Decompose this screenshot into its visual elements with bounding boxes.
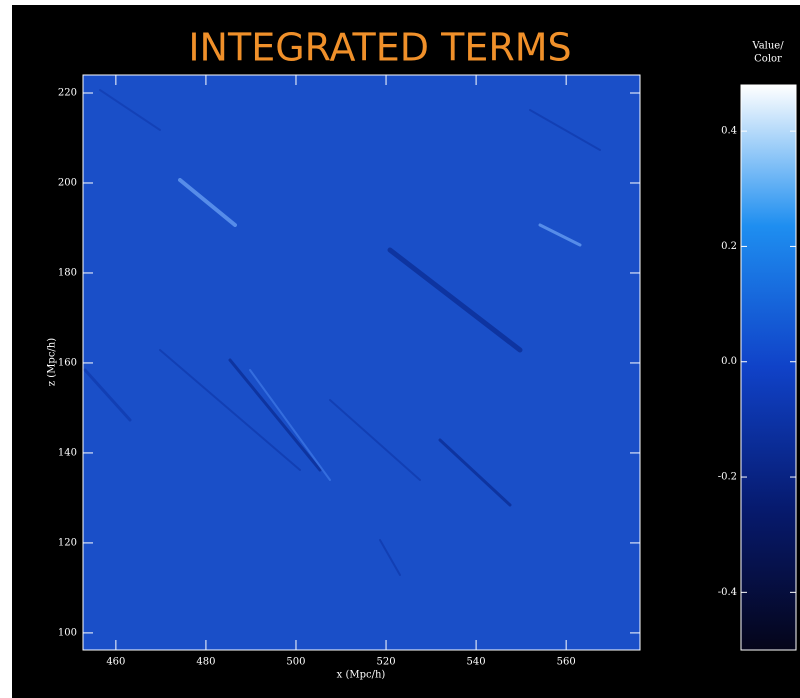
y-tick-label: 120 [58,537,77,548]
heatmap [83,75,640,650]
colorbar-label: Color [754,54,782,65]
y-tick-label: 100 [58,627,77,638]
y-tick-label: 140 [58,447,77,458]
y-tick-label: 160 [58,357,77,368]
y-tick-label: 180 [58,267,77,278]
x-tick-label: 560 [557,657,576,668]
x-tick-label: 500 [286,657,305,668]
chart-title: INTEGRATED TERMS [188,26,571,70]
chart: INTEGRATED TERMS x (Mpc/h) z (Mpc/h) Val… [0,0,800,698]
x-axis-label: x (Mpc/h) [337,670,386,681]
y-axis-label: z (Mpc/h) [47,338,58,386]
colorbar [741,85,796,650]
colorbar-tick-label: -0.4 [718,587,737,598]
colorbar-tick-label: 0.0 [721,356,737,367]
colorbar-tick-label: 0.4 [721,126,737,137]
x-tick-label: 480 [196,657,215,668]
x-tick-label: 520 [376,657,395,668]
colorbar-tick-label: 0.2 [721,241,737,252]
x-tick-label: 460 [106,657,125,668]
y-tick-label: 220 [58,87,77,98]
y-tick-label: 200 [58,177,77,188]
colorbar-tick-label: -0.2 [718,472,737,483]
colorbar-label: Value/ [751,41,784,52]
x-tick-label: 540 [467,657,486,668]
